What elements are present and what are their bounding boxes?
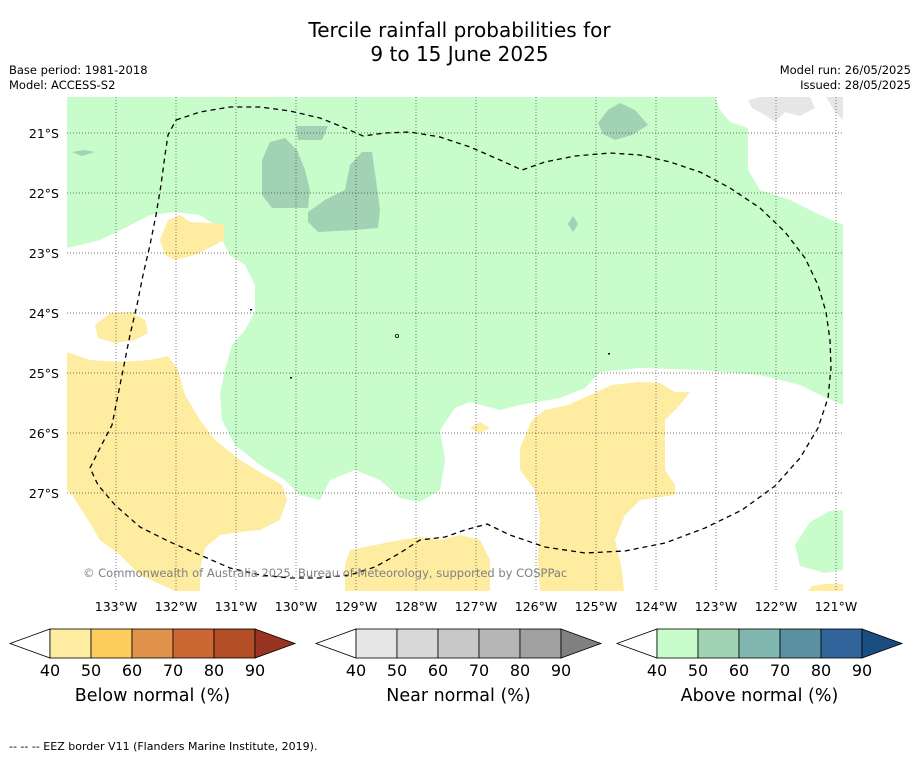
colorbar-segment bbox=[437, 628, 480, 659]
colorbar-extend-high bbox=[861, 628, 904, 659]
meta-right: Model run: 26/05/2025 Issued: 28/05/2025 bbox=[780, 63, 911, 93]
lon-label: 128°W bbox=[395, 599, 437, 614]
near-normal-40-region bbox=[748, 97, 843, 122]
lat-label: 25°S bbox=[29, 366, 59, 381]
colorbar-segment bbox=[213, 628, 256, 659]
lat-label: 24°S bbox=[29, 306, 59, 321]
lon-label: 125°W bbox=[575, 599, 617, 614]
colorbar-near: 40 50 60 70 80 90 bbox=[314, 628, 603, 680]
base-period: Base period: 1981-2018 bbox=[9, 63, 148, 77]
below-normal-40-west-region bbox=[67, 352, 287, 591]
above-normal-50-region-c bbox=[296, 126, 328, 140]
above-normal-50-region-a bbox=[262, 138, 310, 208]
lat-label: 21°S bbox=[29, 126, 59, 141]
lat-label: 22°S bbox=[29, 186, 59, 201]
above-normal-50-region-d bbox=[598, 103, 648, 140]
colorbar-label-below: Below normal (%) bbox=[74, 686, 231, 706]
colorbar-tick-label: 60 bbox=[729, 661, 749, 680]
colorbar-segment bbox=[90, 628, 133, 659]
colorbar-above: 40 50 60 70 80 90 bbox=[615, 628, 904, 680]
colorbar-tick-label: 90 bbox=[245, 661, 265, 680]
lon-label: 131°W bbox=[215, 599, 257, 614]
colorbar-segment bbox=[779, 628, 822, 659]
lon-label: 132°W bbox=[155, 599, 197, 614]
below-normal-40-patch-c bbox=[470, 422, 490, 433]
colorbar-segment bbox=[355, 628, 398, 659]
colorbar-extend-low bbox=[314, 628, 357, 659]
colorbar-tick-label: 50 bbox=[387, 661, 407, 680]
title-line-2: 9 to 15 June 2025 bbox=[370, 42, 549, 66]
colorbar-tick-label: 70 bbox=[770, 661, 790, 680]
colorbar-tick-label: 40 bbox=[346, 661, 366, 680]
meta-left: Base period: 1981-2018 Model: ACCESS-S2 bbox=[9, 63, 148, 93]
lat-label: 26°S bbox=[29, 426, 59, 441]
below-normal-40-patch-b bbox=[95, 312, 148, 343]
title-line-1: Tercile rainfall probabilities for bbox=[308, 18, 611, 42]
colorbar-tick-label: 80 bbox=[510, 661, 530, 680]
latitude-labels: 21°S 22°S 23°S 24°S 25°S 26°S 27°S bbox=[29, 126, 59, 501]
lat-label: 27°S bbox=[29, 486, 59, 501]
longitude-labels: 133°W 132°W 131°W 130°W 129°W 128°W 127°… bbox=[95, 599, 857, 614]
colorbar-segment bbox=[172, 628, 215, 659]
model-run: Model run: 26/05/2025 bbox=[779, 63, 911, 77]
colorbar-tick-label: 70 bbox=[469, 661, 489, 680]
colorbar-segment bbox=[131, 628, 174, 659]
colorbar-segment bbox=[396, 628, 439, 659]
lon-label: 124°W bbox=[635, 599, 677, 614]
issued-date: Issued: 28/05/2025 bbox=[800, 78, 911, 92]
colorbar-tick-label: 60 bbox=[122, 661, 142, 680]
colorbar-tick-label: 90 bbox=[852, 661, 872, 680]
colorbar-tick-label: 90 bbox=[551, 661, 571, 680]
eez-footer-note: -- -- -- EEZ border V11 (Flanders Marine… bbox=[9, 740, 318, 753]
lon-label: 133°W bbox=[95, 599, 137, 614]
colorbar-below: 40 50 60 70 80 90 bbox=[8, 628, 297, 680]
colorbars: 40 50 60 70 80 90 40 50 60 70 80 90 40 50 60 70 80 90 bbox=[8, 628, 904, 680]
below-normal-40-central-south-region bbox=[520, 382, 690, 591]
above-normal-40-region bbox=[67, 97, 843, 502]
colorbar-extend-low bbox=[8, 628, 51, 659]
colorbar-tick-label: 40 bbox=[647, 661, 667, 680]
colorbar-extend-high bbox=[254, 628, 297, 659]
map-copyright: © Commonwealth of Australia 2025, Bureau… bbox=[83, 566, 567, 580]
lon-label: 121°W bbox=[815, 599, 857, 614]
colorbar-extend-high bbox=[560, 628, 603, 659]
below-normal-40-patch-d bbox=[808, 584, 843, 591]
colorbar-label-near: Near normal (%) bbox=[386, 686, 531, 706]
colorbar-segment bbox=[49, 628, 92, 659]
above-normal-50-region-b bbox=[308, 152, 380, 232]
colorbar-tick-label: 50 bbox=[688, 661, 708, 680]
island-markers bbox=[250, 309, 610, 379]
colorbar-segment bbox=[656, 628, 699, 659]
colorbar-segment bbox=[519, 628, 562, 659]
colorbar-label-above: Above normal (%) bbox=[680, 686, 839, 706]
lon-label: 130°W bbox=[275, 599, 317, 614]
colorbar-tick-label: 80 bbox=[204, 661, 224, 680]
lon-label: 129°W bbox=[335, 599, 377, 614]
model-name: Model: ACCESS-S2 bbox=[9, 78, 116, 92]
map-title: Tercile rainfall probabilities for 9 to … bbox=[0, 18, 919, 66]
above-normal-50-region-e bbox=[568, 216, 578, 232]
lon-label: 123°W bbox=[695, 599, 737, 614]
colorbar-tick-label: 60 bbox=[428, 661, 448, 680]
lat-label: 23°S bbox=[29, 246, 59, 261]
colorbar-segment bbox=[697, 628, 740, 659]
colorbar-extend-low bbox=[615, 628, 658, 659]
map-gridlines bbox=[67, 97, 843, 591]
lon-label: 122°W bbox=[755, 599, 797, 614]
above-normal-40-east-patch bbox=[795, 510, 843, 573]
lon-label: 127°W bbox=[455, 599, 497, 614]
colorbar-tick-label: 80 bbox=[811, 661, 831, 680]
colorbar-segment bbox=[478, 628, 521, 659]
colorbar-tick-label: 70 bbox=[163, 661, 183, 680]
colorbar-tick-label: 50 bbox=[81, 661, 101, 680]
colorbar-segment bbox=[738, 628, 781, 659]
map-plot-area: © Commonwealth of Australia 2025, Bureau… bbox=[67, 97, 843, 591]
colorbar-tick-label: 40 bbox=[40, 661, 60, 680]
above-normal-50-region-f bbox=[72, 150, 95, 156]
eez-border-line bbox=[89, 106, 832, 579]
colorbar-segment bbox=[820, 628, 863, 659]
below-normal-40-south-region bbox=[345, 535, 490, 591]
lon-label: 126°W bbox=[515, 599, 557, 614]
